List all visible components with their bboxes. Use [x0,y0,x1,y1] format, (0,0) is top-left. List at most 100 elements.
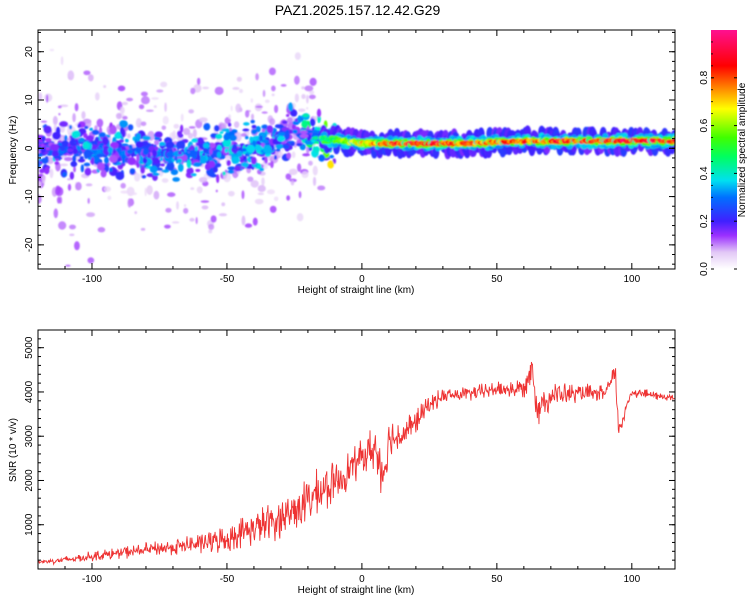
spectrogram-heatmap [38,48,675,267]
heatmap-cell [193,161,202,167]
heatmap-cell [280,84,287,87]
heatmap-cell [69,142,77,146]
heatmap-cell [261,111,268,114]
heatmap-cell [234,165,242,172]
heatmap-cell [318,154,326,162]
heatmap-cell [245,110,250,118]
heatmap-cell [263,145,272,154]
heatmap-cell [134,211,138,215]
heatmap-cell [277,135,286,142]
heatmap-cell [298,108,306,113]
heatmap-cell [77,123,82,128]
heatmap-cell [176,201,179,210]
heatmap-cell [179,124,184,133]
heatmap-cell [190,87,196,95]
heatmap-cell [199,150,204,154]
heatmap-cell [161,169,170,173]
heatmap-cell [200,200,210,203]
heatmap-cell [146,185,153,195]
heatmap-cell [126,97,134,102]
heatmap-cell [187,132,194,139]
heatmap-cell [290,142,295,147]
heatmap-cell [145,109,154,112]
heatmap-cell [172,130,177,140]
heatmap-cell [327,160,335,169]
heatmap-cell [308,94,316,100]
heatmap-cell [186,167,194,175]
heatmap-cell [247,176,254,182]
heatmap-cell [255,125,261,133]
heatmap-cell [107,195,112,201]
heatmap-cell [218,213,228,217]
heatmap-cell [135,141,144,148]
heatmap-cell [153,105,157,108]
heatmap-cell [296,143,303,147]
heatmap-cell [59,121,69,128]
heatmap-cell [213,125,220,132]
heatmap-cell [118,164,123,169]
spectrogram-x-tick-label: -100 [82,274,102,285]
heatmap-cell [109,154,118,163]
snr-y-tick-label: 5000 [24,336,35,359]
heatmap-cell [46,94,49,103]
heatmap-cell [215,133,223,140]
heatmap-cell [312,165,318,176]
heatmap-cell [154,146,159,151]
snr-y-tick-label: 3000 [24,425,35,448]
heatmap-cell [194,145,199,152]
heatmap-cell [270,160,274,169]
snr-x-tick-label: -50 [220,574,235,585]
heatmap-cell [162,116,169,125]
heatmap-cell [189,149,196,158]
heatmap-cell [177,130,183,137]
heatmap-cell [118,139,124,143]
heatmap-cell [84,125,89,130]
spectrogram-x-tick-label: 50 [491,274,503,285]
spectrogram-y-axis-label: Frequency (Hz) [8,116,19,185]
heatmap-cell [298,191,302,199]
heatmap-cell [41,175,46,184]
heatmap-cell [239,88,244,94]
heatmap-cell [74,103,79,112]
heatmap-cell [177,151,183,155]
heatmap-cell [91,129,100,135]
heatmap-cell [136,153,140,163]
heatmap-cell [286,195,291,201]
heatmap-cell [198,117,208,123]
heatmap-cell [127,158,135,164]
heatmap-cell [115,171,125,181]
heatmap-cell [231,156,239,164]
heatmap-cell [89,127,93,131]
heatmap-cell [95,92,100,101]
heatmap-cell [97,227,106,233]
heatmap-cell [250,98,254,103]
snr-panel: -100 -50 0 50 100 1000 2000 3000 4000 5000 Height… [8,329,676,596]
figure-title: PAZ1.2025.157.12.42.G29 [274,2,441,18]
heatmap-cell [70,161,78,167]
heatmap-cell [297,115,302,124]
heatmap-cell [241,148,247,152]
heatmap-cell [173,123,180,129]
heatmap-cell [44,166,50,175]
snr-x-tick-label: -100 [82,574,102,585]
heatmap-cell [98,132,106,138]
heatmap-cell [271,93,275,97]
heatmap-cell [128,192,138,196]
heatmap-cell [233,121,240,128]
heatmap-cell [226,128,230,134]
heatmap-cell [77,158,86,163]
heatmap-cell [275,148,281,152]
heatmap-cell [126,149,134,155]
heatmap-cell [286,152,292,160]
heatmap-cell [151,97,159,100]
heatmap-cell [53,155,62,159]
heatmap-cell [127,133,131,139]
heatmap-cell [97,162,105,171]
heatmap-cell [96,118,104,128]
heatmap-cell [154,139,160,146]
heatmap-cell [87,197,90,204]
heatmap-cell [257,185,266,192]
heatmap-cell [91,144,98,150]
heatmap-cell [243,122,250,126]
heatmap-cell [67,70,75,81]
